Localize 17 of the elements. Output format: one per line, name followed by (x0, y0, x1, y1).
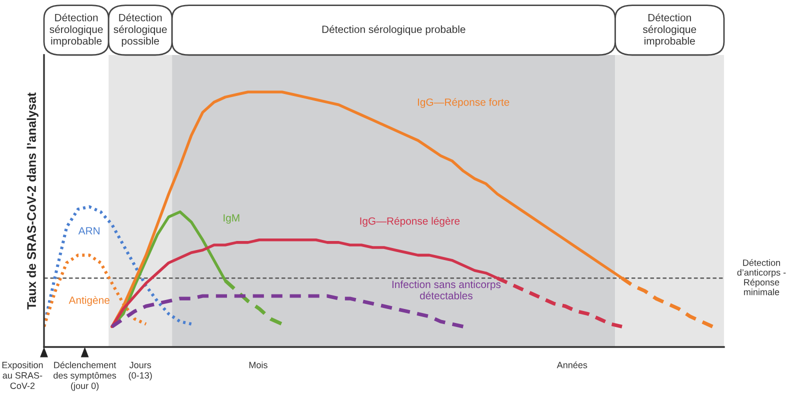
y-axis-title: Taux de SRAS-CoV-2 dans l’analysat (26, 92, 38, 310)
text: IgM (224, 214, 240, 224)
series-label: Infection sans anticorps détectables (392, 280, 501, 300)
text: Détection sérologique improbable (642, 14, 696, 47)
text: Exposition au SRAS- CoV-2 (2, 362, 43, 389)
ref-line-label: Détection d’anticorps - Réponse minimale (737, 259, 786, 296)
text: Détection sérologique probable (322, 25, 466, 36)
text: Mois (249, 362, 268, 368)
series-label: Antigène (68, 296, 110, 306)
text: Détection sérologique possible (114, 14, 167, 47)
text: Années (556, 361, 588, 368)
text: Détection sérologique improbable (50, 14, 103, 47)
text: Jours (0-13) (128, 362, 152, 380)
series-label: ARN (78, 227, 100, 234)
series-label: IgG—Réponse légère (360, 216, 460, 227)
text: Déclenchement des symptômes (jour 0) (54, 361, 116, 391)
text: IgG—Réponse forte (418, 98, 510, 108)
